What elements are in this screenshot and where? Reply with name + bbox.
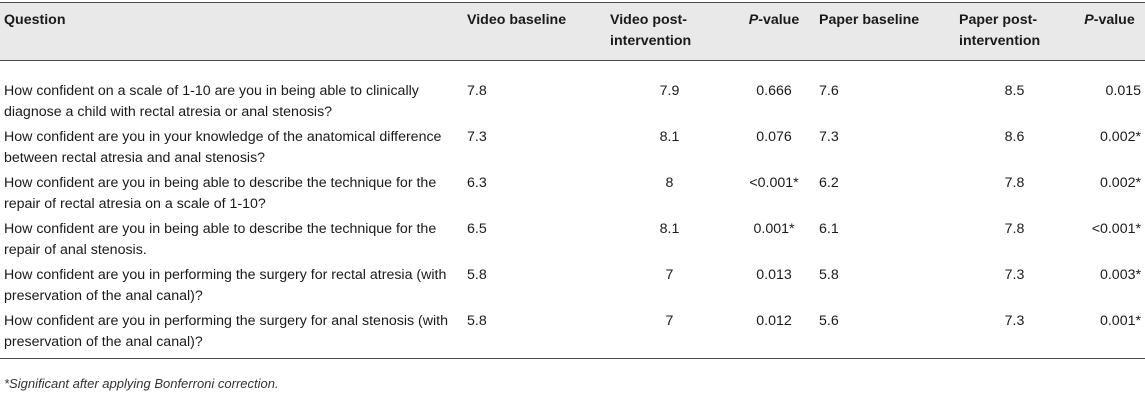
- pvalue-rest: -value: [758, 12, 800, 28]
- header-paper-baseline: Paper baseline: [815, 2, 955, 61]
- cell-question: How confident are you in performing the …: [0, 310, 463, 359]
- header-video-post: Video post-intervention: [606, 2, 733, 61]
- table-header: Question Video baseline Video post-inter…: [0, 2, 1145, 61]
- results-table: Question Video baseline Video post-inter…: [0, 2, 1145, 359]
- cell-paper-p: 0.002*: [1099, 174, 1141, 191]
- table-footnote: *Significant after applying Bonferroni c…: [4, 376, 279, 391]
- table-row: How confident are you in performing the …: [0, 265, 1145, 311]
- pvalue-rest: -value: [1093, 12, 1135, 28]
- header-question: Question: [0, 2, 463, 61]
- cell-video-p: 0.013: [756, 266, 792, 283]
- cell-paper-baseline: 5.6: [815, 310, 955, 359]
- cell-video-baseline: 6.3: [467, 174, 487, 191]
- pvalue-italic: P: [1084, 12, 1094, 28]
- header-paper-post: Paper post-intervention: [955, 2, 1074, 61]
- cell-video-post: 7.9: [659, 83, 680, 99]
- cell-question: How confident are you in being able to d…: [4, 174, 437, 212]
- cell-video-post: 7: [665, 266, 674, 283]
- cell-paper-post: 7.3: [1004, 266, 1025, 283]
- cell-video-baseline: 6.5: [467, 220, 487, 237]
- cell-paper-p: 0.003*: [1099, 266, 1141, 283]
- cell-question: How confident on a scale of 1-10 are you…: [4, 83, 419, 120]
- cell-video-p: 0.666: [756, 83, 792, 99]
- cell-question: How confident are you in performing the …: [4, 266, 447, 304]
- cell-video-baseline: 7.3: [467, 128, 487, 145]
- table-row: How confident are you in your knowledge …: [0, 127, 1145, 173]
- header-row: Question Video baseline Video post-inter…: [0, 2, 1145, 61]
- cell-video-baseline: 7.8: [467, 83, 487, 99]
- cell-video-post: 8: [665, 174, 674, 191]
- table-row: How confident are you in being able to d…: [0, 173, 1145, 219]
- cell-video-p: 0.012: [733, 310, 815, 359]
- cell-paper-post: 7.3: [955, 310, 1074, 359]
- cell-video-post: 8.1: [659, 128, 680, 145]
- header-paper-pvalue: P-value: [1074, 2, 1145, 61]
- cell-video-baseline: 5.8: [467, 266, 487, 283]
- cell-paper-post: 8.6: [1004, 128, 1025, 145]
- cell-video-p: 0.076: [756, 128, 792, 145]
- table-row: How confident are you in performing the …: [0, 310, 1145, 359]
- header-video-baseline: Video baseline: [463, 2, 606, 61]
- pvalue-italic: P: [748, 12, 759, 28]
- header-video-pvalue: P-value: [733, 2, 815, 61]
- cell-paper-baseline: 6.2: [819, 174, 839, 191]
- table-row: How confident on a scale of 1-10 are you…: [0, 61, 1145, 127]
- cell-paper-post: 7.8: [1004, 220, 1025, 237]
- cell-paper-post: 8.5: [1004, 83, 1025, 99]
- cell-paper-baseline: 6.1: [819, 220, 839, 237]
- cell-paper-p: 0.002*: [1099, 128, 1141, 145]
- cell-paper-baseline: 7.6: [819, 83, 839, 99]
- cell-paper-post: 7.8: [1004, 174, 1025, 191]
- cell-paper-baseline: 7.3: [819, 128, 839, 145]
- cell-video-post: 7: [606, 310, 733, 359]
- cell-paper-p: <0.001*: [1091, 220, 1141, 237]
- cell-paper-baseline: 5.8: [819, 266, 839, 283]
- cell-paper-p: 0.015: [1105, 83, 1141, 99]
- cell-question: How confident are you in being able to d…: [4, 220, 437, 258]
- cell-video-p: <0.001*: [749, 174, 799, 191]
- cell-video-baseline: 5.8: [463, 310, 606, 359]
- table-body: How confident on a scale of 1-10 are you…: [0, 61, 1145, 359]
- cell-question: How confident are you in your knowledge …: [4, 128, 442, 166]
- table-row: How confident are you in being able to d…: [0, 219, 1145, 265]
- cell-video-p: 0.001*: [753, 220, 795, 237]
- cell-paper-p: 0.001*: [1074, 310, 1145, 359]
- cell-video-post: 8.1: [659, 220, 680, 237]
